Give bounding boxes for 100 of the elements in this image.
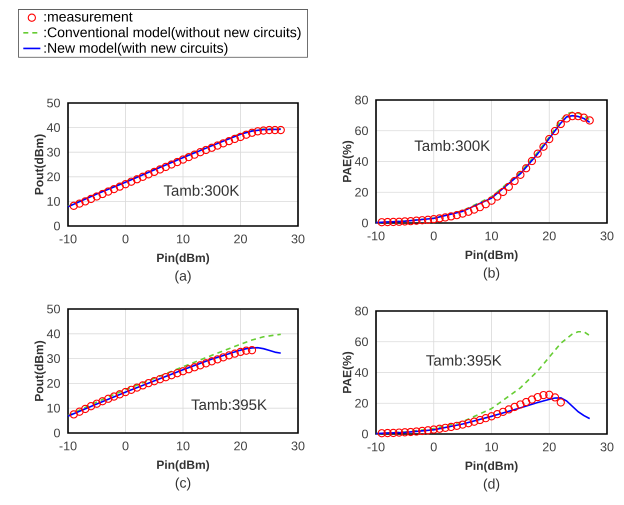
point (116, 182, 124, 191)
point (498, 188, 508, 196)
point (104, 394, 112, 403)
point (224, 136, 234, 146)
point (446, 212, 456, 221)
x-tick-label: 30 (292, 442, 304, 450)
x-tick-label: 10 (486, 442, 498, 452)
y-tick-label: 30 (47, 354, 60, 364)
point (378, 429, 386, 438)
point (121, 388, 130, 396)
point (213, 141, 222, 150)
point (400, 428, 410, 436)
point (556, 398, 565, 407)
point (208, 357, 216, 366)
point (167, 371, 176, 380)
point (452, 422, 461, 430)
point (173, 158, 182, 166)
point (208, 144, 216, 152)
y-tick-label: 10 (48, 404, 60, 413)
point (476, 416, 484, 424)
x-axis-title: Pin(dBm) (157, 460, 210, 472)
point (127, 386, 136, 394)
point (236, 348, 245, 356)
point (424, 216, 432, 224)
point (464, 419, 473, 428)
y-tick-label: 60 (355, 126, 368, 136)
point (487, 412, 496, 420)
y-tick-label: 60 (355, 337, 368, 346)
x-tick-label: 30 (292, 234, 304, 244)
x-tick-label: 10 (177, 234, 190, 244)
text: (a) (175, 270, 191, 284)
y-tick-label: 20 (355, 398, 368, 408)
point (219, 139, 228, 148)
y-tick-label: 80 (355, 96, 368, 104)
point (178, 367, 188, 376)
x-axis-title: Pin(dBm) (466, 461, 518, 472)
legend-label: :measurement (44, 12, 133, 22)
point (173, 369, 182, 378)
x-tick-label: 30 (600, 442, 614, 452)
point (138, 172, 147, 181)
point (184, 365, 193, 374)
point (162, 373, 170, 382)
point (493, 192, 502, 201)
point (156, 165, 164, 174)
x-tick-label: 20 (542, 442, 556, 452)
point (213, 355, 222, 364)
point (441, 213, 450, 222)
point (92, 400, 101, 408)
point (132, 175, 142, 184)
annotation: Tamb:300K (414, 140, 490, 152)
point (487, 196, 496, 205)
point (458, 209, 467, 218)
point (534, 392, 542, 402)
point (412, 216, 421, 225)
point (184, 152, 193, 162)
y-tick-label: 0 (54, 222, 60, 230)
annotation: Tamb:395K (191, 398, 267, 410)
point (430, 215, 438, 224)
point (81, 197, 90, 206)
point (230, 349, 239, 358)
point (230, 134, 239, 144)
line-series (67, 333, 282, 416)
x-tick-label: 20 (542, 232, 556, 240)
point (224, 351, 234, 360)
x-axis-title: Pin(dBm) (466, 250, 518, 262)
line-series (67, 346, 282, 417)
point (270, 126, 280, 134)
x-tick-label: 10 (177, 442, 190, 450)
point (75, 199, 84, 208)
y-tick-label: 30 (47, 148, 60, 157)
annotation: Tamb:395K (426, 354, 502, 366)
point (86, 402, 96, 410)
point (580, 114, 588, 122)
point (528, 156, 536, 166)
point (70, 202, 78, 210)
point (150, 377, 158, 386)
point (81, 404, 90, 414)
point (574, 112, 582, 120)
point (406, 217, 415, 226)
point (242, 346, 250, 355)
point (418, 426, 426, 436)
point (242, 130, 250, 139)
point (92, 192, 101, 201)
point (586, 116, 594, 125)
point (144, 170, 153, 178)
x-tick-label: -10 (368, 442, 385, 452)
point (150, 168, 158, 176)
point (86, 194, 96, 204)
y-tick-label: 40 (354, 368, 368, 377)
legend-label: :New model(with new circuits) (44, 42, 228, 56)
y-tick-label: 0 (362, 218, 368, 228)
point (394, 218, 404, 226)
point (389, 218, 398, 226)
point (545, 390, 554, 399)
point (190, 150, 199, 159)
x-tick-label: 20 (234, 442, 247, 450)
point (482, 200, 490, 208)
point (412, 427, 421, 436)
point (504, 182, 513, 192)
point (452, 211, 461, 220)
